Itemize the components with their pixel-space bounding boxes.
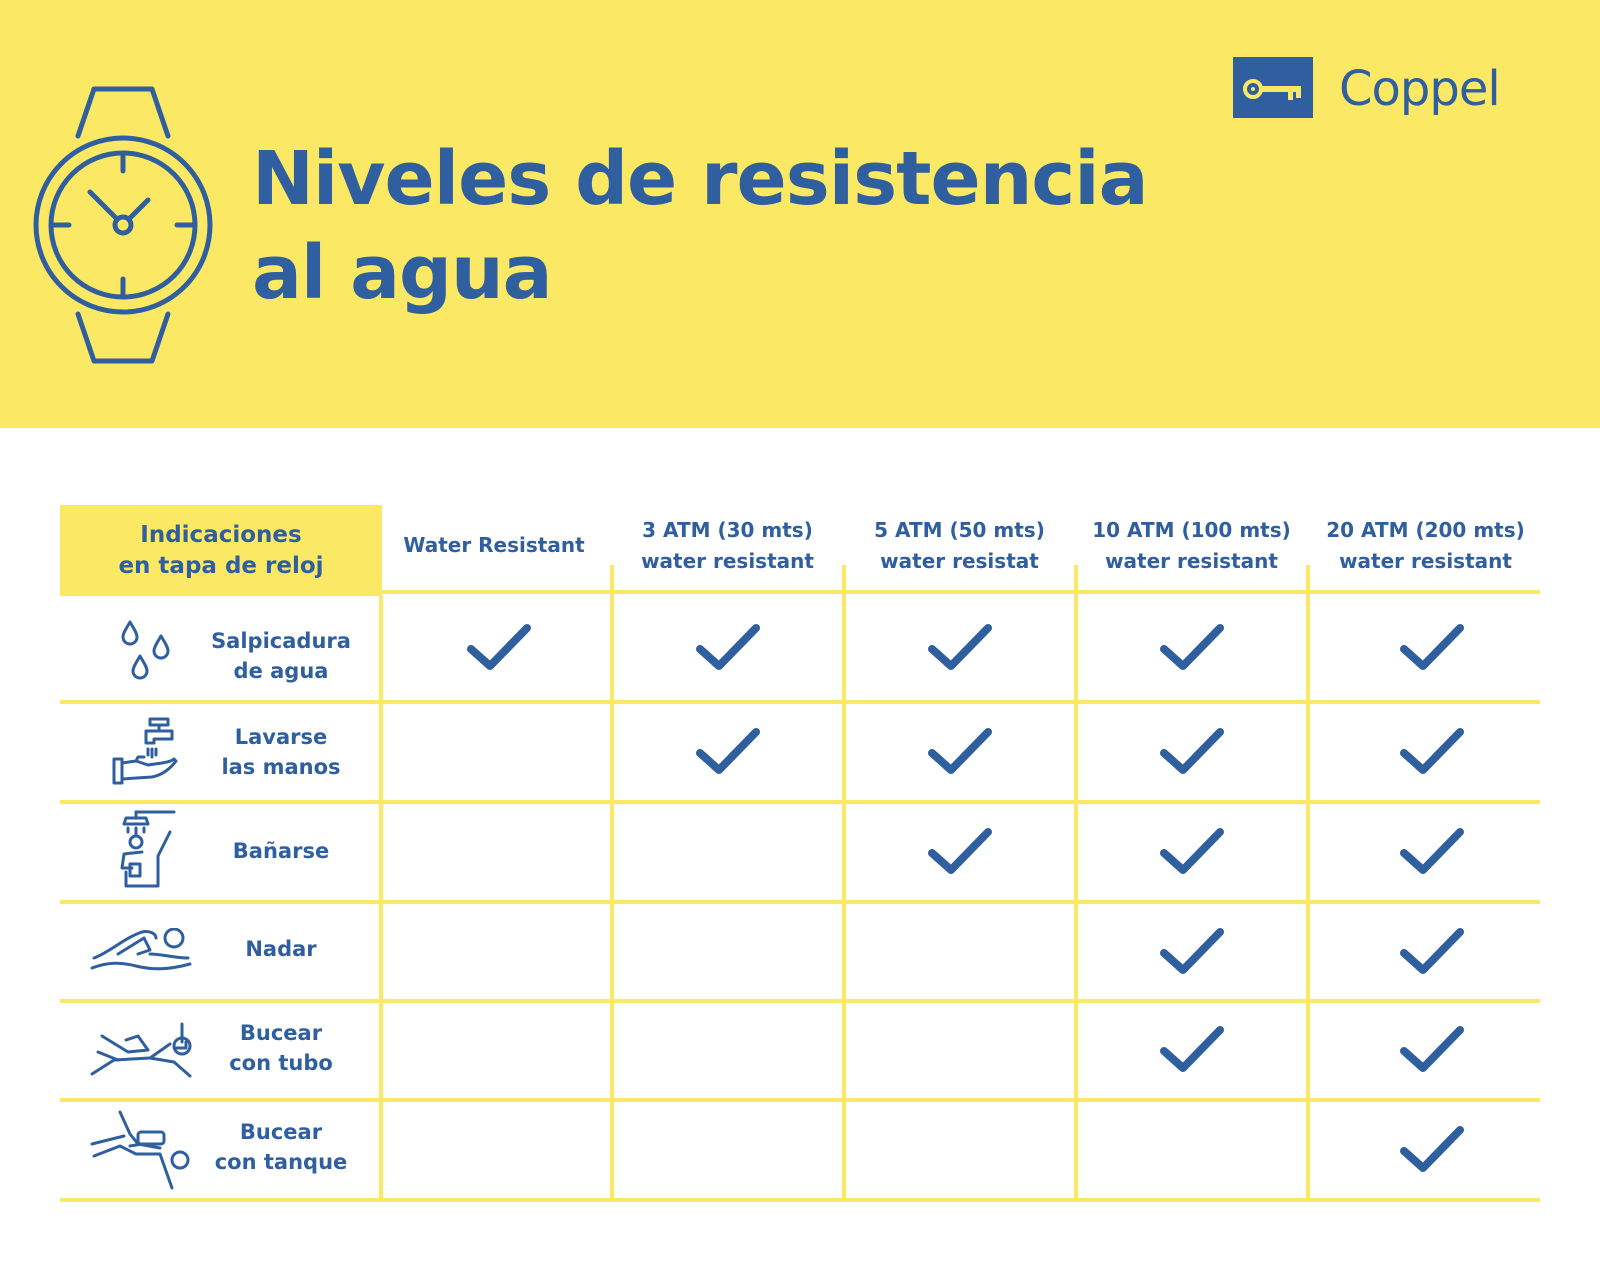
column-header-3atm: 3 ATM (30 mts) water resistant (615, 515, 840, 577)
header-indicaciones: Indicaciones en tapa de reloj (60, 505, 382, 596)
column-header-line: 3 ATM (30 mts) (642, 518, 813, 542)
checkmark-icon (928, 828, 992, 874)
row-label-line: Salpicadura (211, 629, 351, 653)
column-header-20atm: 20 ATM (200 mts) water resistant (1311, 515, 1540, 577)
checkmark-icon (1400, 1026, 1464, 1072)
shower-icon (120, 810, 176, 888)
row-label-line: Bucear (239, 1021, 323, 1045)
corner-line-2: en tapa de reloj (118, 552, 324, 579)
checkmark-icon (1400, 1126, 1464, 1172)
row-label-line: con tubo (229, 1051, 333, 1075)
checkmark-icon (467, 624, 531, 670)
checkmark-icon (1400, 624, 1464, 670)
row-label-line: Bañarse (232, 839, 330, 863)
checkmark-icon (1160, 728, 1224, 774)
key-logo-icon (1233, 57, 1313, 118)
column-header-line: water resistant (1105, 549, 1278, 573)
row-label-line: Lavarse (234, 725, 328, 749)
column-header-10atm: 10 ATM (100 mts) water resistant (1079, 515, 1304, 577)
checkmark-icon (696, 728, 760, 774)
column-header-line: Water Resistant (403, 533, 585, 557)
brand-name: Coppel (1339, 61, 1501, 117)
checkmark-icon (696, 624, 760, 670)
checkmark-icon (1400, 728, 1464, 774)
page-title: Niveles de resistencia al agua (252, 132, 1149, 320)
column-header-line: water resistant (1339, 549, 1512, 573)
checkmark-icon (1160, 624, 1224, 670)
column-header-line: 10 ATM (100 mts) (1092, 518, 1291, 542)
checkmark-icon (1400, 828, 1464, 874)
row-label-lavarse: Lavarse las manos (192, 722, 370, 782)
swimmer-icon (90, 928, 192, 971)
column-header-line: 20 ATM (200 mts) (1326, 518, 1525, 542)
checkmark-icon (1400, 928, 1464, 974)
scuba-diver-icon (90, 1110, 190, 1190)
corner-line-1: Indicaciones (140, 521, 302, 548)
row-label-nadar: Nadar (192, 934, 370, 964)
checkmark-icon (928, 728, 992, 774)
row-label-banarse: Bañarse (192, 836, 370, 866)
row-label-line: de agua (233, 659, 329, 683)
checkmark-icon (1160, 828, 1224, 874)
row-label-bucear-tubo: Bucear con tubo (192, 1018, 370, 1078)
column-header-5atm: 5 ATM (50 mts) water resistat (847, 515, 1072, 577)
header-banner: Niveles de resistencia al agua Coppel (0, 0, 1600, 428)
row-label-line: Bucear (239, 1120, 323, 1144)
coppel-logo: Coppel (1233, 57, 1533, 119)
row-label-line: las manos (221, 755, 341, 779)
hand-washing-icon (112, 717, 178, 785)
row-label-salpicadura: Salpicadura de agua (192, 626, 370, 686)
column-header-line: water resistat (880, 549, 1039, 573)
checkmark-icon (928, 624, 992, 670)
column-header-water-resistant: Water Resistant (388, 530, 600, 561)
snorkel-icon (90, 1022, 192, 1078)
column-header-line: 5 ATM (50 mts) (874, 518, 1045, 542)
column-header-line: water resistant (641, 549, 814, 573)
title-line-1: Niveles de resistencia (252, 136, 1149, 222)
water-drops-icon (121, 620, 170, 680)
row-label-bucear-tanque: Bucear con tanque (192, 1117, 370, 1177)
wristwatch-icon (33, 86, 213, 364)
checkmark-icon (1160, 928, 1224, 974)
title-line-2: al agua (252, 230, 553, 316)
checkmark-icon (1160, 1026, 1224, 1072)
row-label-line: Nadar (245, 937, 317, 961)
row-label-line: con tanque (214, 1150, 348, 1174)
